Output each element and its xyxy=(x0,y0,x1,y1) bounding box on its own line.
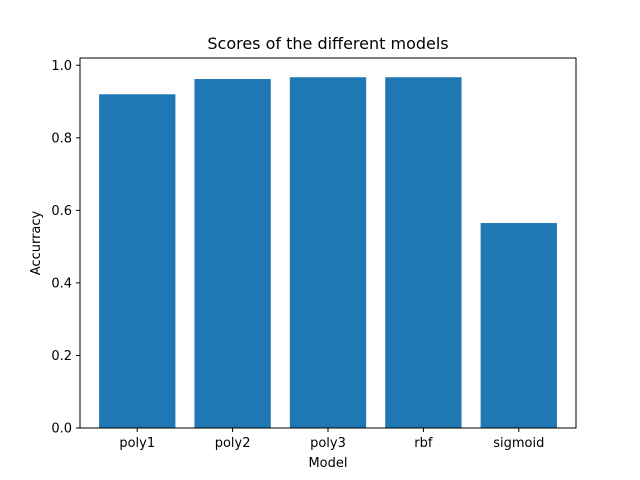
y-tick-label: 0.0 xyxy=(51,422,72,437)
x-axis-label: Model xyxy=(308,456,347,471)
y-axis: 0.0 0.2 0.4 0.6 0.8 1.0 xyxy=(51,59,80,437)
y-tick-label: 0.2 xyxy=(51,349,72,364)
bar-poly2 xyxy=(194,79,271,428)
bars-group xyxy=(99,77,557,429)
y-axis-label: Accurracy xyxy=(29,210,44,275)
y-tick-label: 0.8 xyxy=(51,131,72,146)
chart-title: Scores of the different models xyxy=(207,34,448,53)
x-tick-label-poly1: poly1 xyxy=(119,436,155,451)
bar-poly1 xyxy=(99,94,176,429)
y-tick-label: 0.6 xyxy=(51,204,72,219)
x-axis: poly1 poly2 poly3 rbf sigmoid xyxy=(119,428,544,451)
bar-sigmoid xyxy=(480,223,557,428)
x-tick-label-rbf: rbf xyxy=(414,436,433,451)
bar-poly3 xyxy=(289,77,367,428)
x-tick-label-poly2: poly2 xyxy=(215,436,251,451)
bar-rbf xyxy=(385,77,462,428)
x-tick-label-sigmoid: sigmoid xyxy=(493,436,544,451)
x-tick-label-poly3: poly3 xyxy=(310,436,346,451)
y-tick-label: 1.0 xyxy=(51,59,72,74)
y-tick-label: 0.4 xyxy=(51,276,72,291)
